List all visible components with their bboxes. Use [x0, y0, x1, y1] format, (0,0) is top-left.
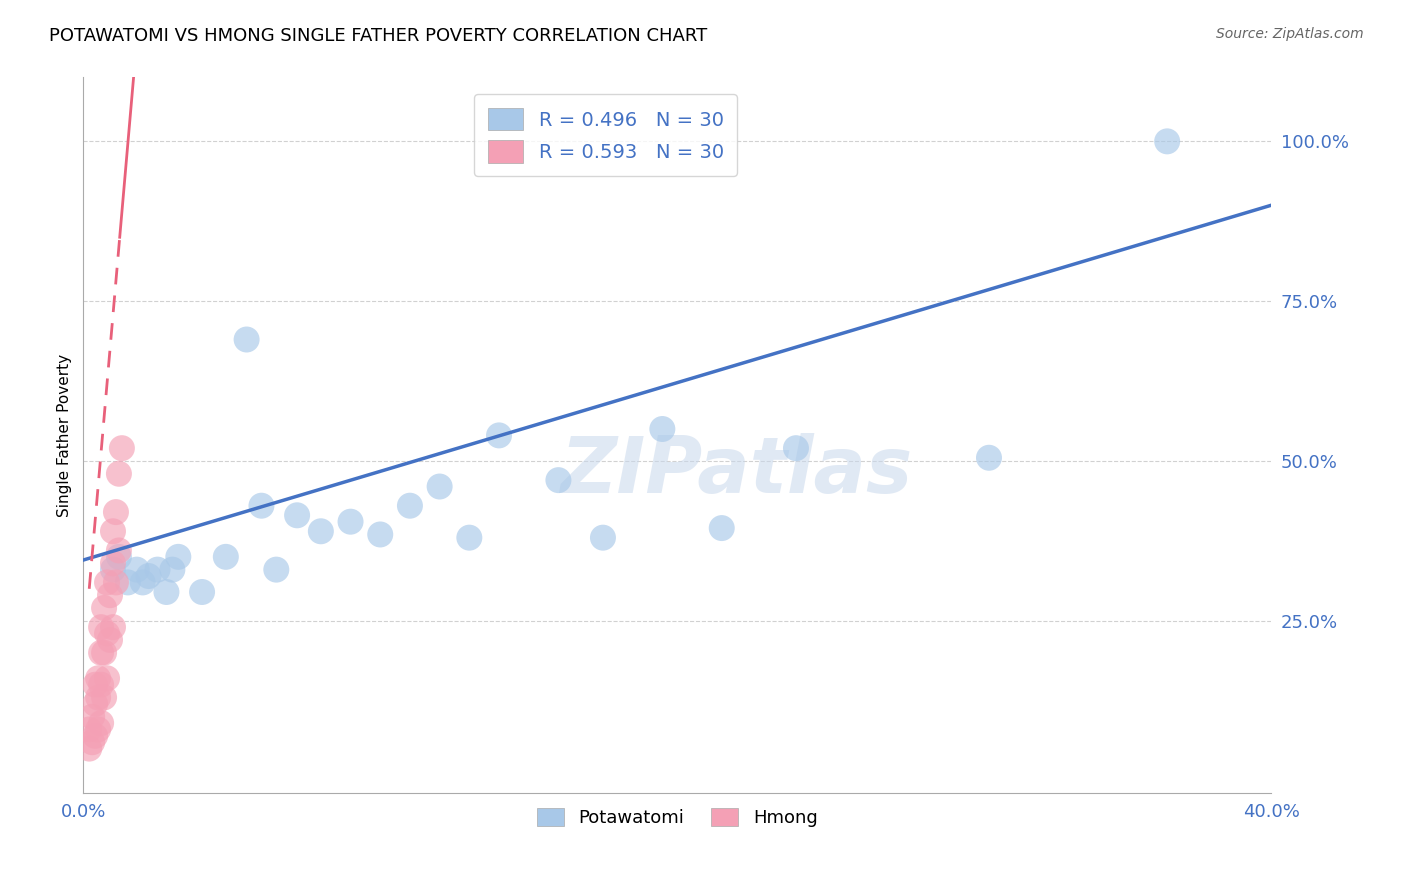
Point: [111, 441, 134, 455]
Point: [104, 575, 127, 590]
Point: [98, 632, 121, 647]
Point: [84, 697, 107, 711]
Point: [96, 671, 118, 685]
Point: [90, 620, 112, 634]
Point: [191, 585, 214, 599]
Point: [96, 575, 118, 590]
Point: [87, 671, 110, 685]
Point: [77, 741, 100, 756]
Point: [108, 549, 131, 564]
Point: [90, 716, 112, 731]
Point: [399, 499, 422, 513]
Point: [339, 515, 361, 529]
Point: [87, 690, 110, 705]
Point: [138, 569, 160, 583]
Point: [98, 588, 121, 602]
Point: [1156, 134, 1178, 148]
Point: [488, 428, 510, 442]
Y-axis label: Single Father Poverty: Single Father Poverty: [58, 354, 72, 517]
Point: [82, 709, 104, 723]
Legend: Potawatomi, Hmong: Potawatomi, Hmong: [530, 801, 825, 834]
Point: [785, 441, 807, 455]
Point: [215, 549, 238, 564]
Point: [547, 473, 569, 487]
Point: [82, 735, 104, 749]
Point: [108, 543, 131, 558]
Point: [93, 690, 115, 705]
Point: [101, 556, 124, 570]
Point: [266, 563, 288, 577]
Point: [651, 422, 673, 436]
Point: [368, 527, 391, 541]
Point: [235, 333, 257, 347]
Point: [977, 450, 1000, 465]
Text: POTAWATOMI VS HMONG SINGLE FATHER POVERTY CORRELATION CHART: POTAWATOMI VS HMONG SINGLE FATHER POVERT…: [49, 27, 707, 45]
Point: [87, 723, 110, 737]
Point: [117, 575, 139, 590]
Text: Source: ZipAtlas.com: Source: ZipAtlas.com: [1216, 27, 1364, 41]
Point: [108, 467, 131, 481]
Point: [285, 508, 308, 523]
Point: [250, 499, 273, 513]
Point: [90, 678, 112, 692]
Point: [309, 524, 332, 539]
Point: [458, 531, 481, 545]
Point: [146, 563, 169, 577]
Point: [93, 646, 115, 660]
Point: [710, 521, 733, 535]
Point: [155, 585, 177, 599]
Point: [125, 563, 148, 577]
Point: [93, 601, 115, 615]
Point: [84, 678, 107, 692]
Point: [101, 620, 124, 634]
Point: [96, 626, 118, 640]
Point: [90, 646, 112, 660]
Point: [84, 729, 107, 743]
Point: [429, 479, 451, 493]
Point: [131, 575, 153, 590]
Point: [101, 524, 124, 539]
Text: ZIPatlas: ZIPatlas: [561, 434, 912, 509]
Point: [101, 563, 124, 577]
Point: [162, 563, 184, 577]
Point: [104, 505, 127, 519]
Point: [77, 723, 100, 737]
Point: [167, 549, 190, 564]
Point: [592, 531, 614, 545]
